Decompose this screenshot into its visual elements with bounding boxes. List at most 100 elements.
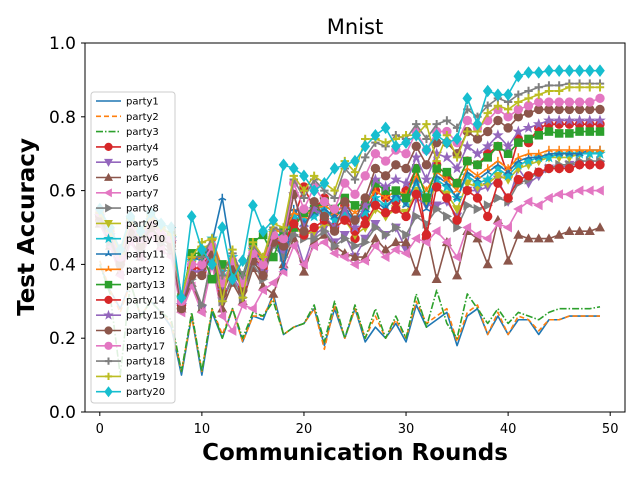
data-point-party14 <box>309 222 319 233</box>
data-point-party15 <box>532 118 545 130</box>
data-point-party15 <box>543 114 555 126</box>
data-point-party19 <box>514 97 523 107</box>
y-axis-label: Test Accuracy <box>14 138 40 316</box>
data-point-party18 <box>330 193 339 203</box>
data-point-party6 <box>564 225 575 236</box>
data-point-party15 <box>492 129 504 141</box>
data-point-party7 <box>513 204 523 215</box>
data-point-party15 <box>349 221 361 233</box>
data-point-party20 <box>493 88 503 101</box>
data-point-party16 <box>483 126 493 137</box>
data-point-party19 <box>463 127 472 136</box>
legend-item-party3: party3 <box>96 127 159 138</box>
data-point-party6 <box>298 266 310 276</box>
legend-marker <box>104 372 113 380</box>
data-point-party18 <box>412 119 421 129</box>
data-point-party12 <box>544 145 553 153</box>
data-point-party7 <box>370 240 380 251</box>
data-point-party6 <box>268 288 279 298</box>
data-point-party19 <box>248 238 258 247</box>
data-point-party14 <box>401 211 411 222</box>
legend-label: party9 <box>126 219 159 230</box>
data-point-party14 <box>289 219 299 229</box>
data-point-party17 <box>503 112 513 122</box>
data-point-party19 <box>524 94 533 103</box>
data-point-party15 <box>461 140 474 152</box>
data-point-party7 <box>359 255 370 266</box>
data-point-party6 <box>390 237 401 247</box>
data-point-party14 <box>391 204 401 214</box>
data-point-party16 <box>360 193 370 203</box>
data-point-party17 <box>523 101 534 111</box>
x-axis-label: Communication Rounds <box>202 440 508 466</box>
data-point-party8 <box>453 222 463 233</box>
data-point-party13 <box>483 153 492 162</box>
legend-label: party11 <box>126 250 165 261</box>
series-party3 <box>99 264 601 376</box>
data-point-party16 <box>370 163 381 174</box>
legend-label: party17 <box>126 341 165 352</box>
series-line-party3 <box>99 264 601 376</box>
data-point-party17 <box>595 93 605 104</box>
data-point-party19 <box>279 223 288 232</box>
data-point-party17 <box>258 259 268 270</box>
data-point-party8 <box>289 229 299 240</box>
legend-item-party15: party15 <box>96 309 165 322</box>
data-point-party13 <box>493 142 503 151</box>
data-point-party14 <box>493 178 503 188</box>
legend-marker <box>104 326 113 335</box>
legend-item-party20: party20 <box>96 386 165 398</box>
data-point-party7 <box>482 233 492 244</box>
data-point-party20 <box>544 64 554 77</box>
legend-marker <box>104 142 113 151</box>
data-point-party18 <box>350 175 360 184</box>
data-point-party14 <box>431 182 442 192</box>
legend-item-party6: party6 <box>96 172 159 184</box>
legend-marker <box>104 341 113 350</box>
data-point-party20 <box>350 154 360 168</box>
legend-label: party5 <box>126 158 159 169</box>
legend-marker <box>103 233 114 244</box>
legend-item-party9: party9 <box>96 219 159 230</box>
data-point-party20 <box>391 140 401 153</box>
data-point-party7 <box>421 237 431 248</box>
data-point-party7 <box>196 307 206 318</box>
data-point-party20 <box>584 64 595 77</box>
data-point-party14 <box>442 193 452 203</box>
data-point-party20 <box>513 69 524 83</box>
data-point-party15 <box>400 177 412 189</box>
data-point-party18 <box>238 271 247 280</box>
data-point-party7 <box>339 251 349 263</box>
data-point-party13 <box>524 134 533 144</box>
data-point-party14 <box>564 163 575 174</box>
data-point-party6 <box>411 266 422 276</box>
legend-item-party1: party1 <box>96 97 159 108</box>
data-point-party13 <box>401 193 411 203</box>
data-point-party6 <box>523 233 534 243</box>
data-point-party7 <box>237 299 247 311</box>
legend-marker <box>103 188 112 198</box>
data-point-party8 <box>443 211 453 222</box>
legend-label: party6 <box>126 173 159 184</box>
data-point-party6 <box>543 233 555 243</box>
legend-label: party12 <box>126 265 165 276</box>
data-point-party20 <box>288 162 299 175</box>
data-point-party6 <box>533 233 544 243</box>
legend-label: party8 <box>126 204 159 215</box>
data-point-party19 <box>544 86 554 96</box>
data-point-party14 <box>380 208 391 218</box>
data-point-party7 <box>533 200 543 211</box>
data-point-party20 <box>176 291 187 304</box>
legend-item-party16: party16 <box>96 326 165 337</box>
data-point-party6 <box>554 229 565 239</box>
data-point-party18 <box>442 116 452 125</box>
data-point-party18 <box>218 271 227 280</box>
data-point-party20 <box>309 184 319 197</box>
data-point-party14 <box>503 193 513 203</box>
data-point-party12 <box>483 164 492 172</box>
data-point-party15 <box>563 114 576 126</box>
data-point-party14 <box>483 211 493 222</box>
data-point-party7 <box>502 222 512 233</box>
data-point-party15 <box>522 121 535 133</box>
data-point-party13 <box>534 130 544 140</box>
